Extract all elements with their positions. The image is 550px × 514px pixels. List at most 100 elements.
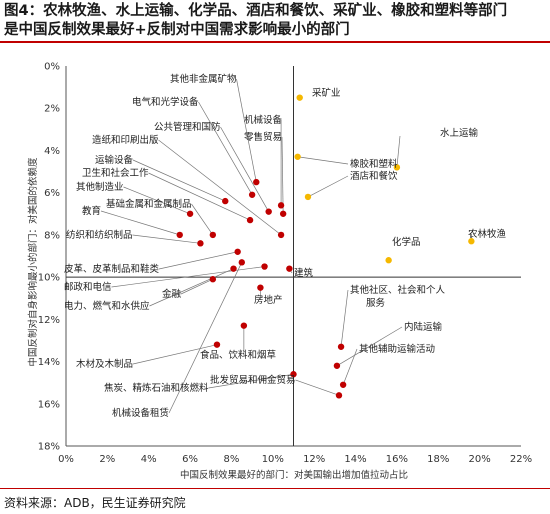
- y-tick-label: 2%: [44, 104, 60, 115]
- data-point: [186, 210, 194, 217]
- data-point: [335, 392, 343, 399]
- highlight-point: [393, 164, 401, 171]
- data-point: [286, 265, 293, 272]
- leader-line: [281, 136, 284, 214]
- chart-title: 图4：农林牧渔、水上运输、化学品、酒店和餐饮、采矿业、橡胶和塑料等部门 是中国反…: [4, 2, 546, 40]
- x-tick-label: 8%: [224, 454, 240, 465]
- leader-line: [132, 344, 218, 365]
- point-label-line-2: 服务: [366, 297, 386, 309]
- y-tick-label: 16%: [38, 399, 60, 410]
- leader-line: [158, 251, 238, 270]
- data-point: [277, 202, 285, 209]
- y-tick-label: 8%: [44, 230, 60, 241]
- x-tick-label: 2%: [99, 454, 115, 465]
- x-tick-label: 14%: [344, 454, 366, 465]
- source-rule: [0, 488, 550, 489]
- data-point: [230, 265, 237, 272]
- point-label: 运输设备: [95, 154, 134, 166]
- title-rule: [0, 41, 550, 43]
- x-tick-label: 12%: [303, 454, 325, 465]
- point-label: 零售贸易: [244, 131, 282, 143]
- axes: [65, 66, 521, 447]
- data-point: [253, 178, 260, 186]
- point-label: 采矿业: [312, 87, 341, 99]
- point-label: 其他非金属矿物: [170, 73, 237, 85]
- data-point: [176, 231, 183, 239]
- y-tick-labels: 0% 2% 4% 6% 8% 10% 12% 14% 16% 18%: [38, 62, 60, 453]
- y-tick-label: 10%: [38, 273, 60, 284]
- point-label: 电气和光学设备: [132, 96, 199, 108]
- x-tick-label: 20%: [469, 454, 491, 465]
- data-point: [339, 381, 347, 388]
- leader-line: [297, 156, 349, 165]
- leader-line: [180, 278, 213, 295]
- data-point: [333, 362, 341, 369]
- data-point: [248, 191, 256, 198]
- y-tick-label: 14%: [38, 357, 60, 368]
- leader-line: [307, 175, 349, 198]
- point-label: 机械设备: [244, 114, 283, 126]
- leader-line: [236, 78, 257, 183]
- x-tick-label: 16%: [386, 454, 408, 465]
- leader-line: [132, 234, 201, 244]
- leader-line: [396, 135, 401, 168]
- point-label: 皮革、皮革制品和鞋类: [64, 263, 160, 275]
- x-tick-label: 18%: [427, 454, 449, 465]
- point-label: 食品、饮料和烟草: [200, 349, 276, 361]
- data-point: [290, 371, 297, 378]
- title-line-2: 是中国反制效果最好+反制对中国需求影响最小的部门: [4, 22, 350, 38]
- highlight-point: [296, 94, 303, 101]
- leader-line: [342, 348, 358, 385]
- data-point: [246, 216, 254, 224]
- data-point: [265, 208, 272, 215]
- x-tick-label: 10%: [262, 454, 284, 465]
- point-label: 水上运输: [440, 127, 479, 139]
- point-label: 基础金属和金属制品: [106, 198, 192, 210]
- leader-line: [208, 373, 294, 389]
- y-axis-label: 中国反制对自身影响最小的部门：对美国的依赖度: [27, 157, 39, 367]
- data-point: [197, 240, 204, 247]
- leader-line: [149, 268, 234, 307]
- highlight-point: [294, 153, 301, 160]
- highlight-point: [468, 238, 475, 245]
- point-label: 焦炭、精炼石油和核燃料: [104, 382, 209, 394]
- data-point: [213, 341, 221, 348]
- data-point: [337, 343, 345, 350]
- title-line-1: 图4：农林牧渔、水上运输、化学品、酒店和餐饮、采矿业、橡胶和塑料等部门: [4, 3, 508, 19]
- data-point: [240, 322, 248, 329]
- data-point: [279, 210, 287, 217]
- leader-line: [111, 266, 265, 288]
- x-tick-labels: 0% 2% 4% 6% 8% 10% 12% 14% 16% 18% 20% 22%: [58, 454, 532, 465]
- y-tick-label: 6%: [44, 188, 60, 199]
- data-points: [176, 94, 475, 399]
- x-axis-label: 中国反制效果最好的部门：对美国输出增加值拉动占比: [180, 469, 408, 481]
- data-point: [222, 197, 229, 205]
- leader-lines: [100, 78, 472, 414]
- point-label: 建筑: [294, 267, 314, 279]
- point-label: 卫生和社会工作: [82, 167, 149, 179]
- x-tick-label: 22%: [510, 454, 532, 465]
- leader-line: [340, 289, 349, 347]
- data-point: [238, 259, 245, 266]
- point-label: 酒店和餐饮: [350, 170, 398, 182]
- data-point: [257, 284, 264, 291]
- leader-line: [132, 159, 226, 202]
- leader-line: [336, 326, 403, 367]
- point-label: 公共管理和国防: [154, 121, 221, 133]
- point-label: 金融: [162, 288, 182, 300]
- y-tick-label: 18%: [38, 442, 60, 453]
- y-tick-label: 12%: [38, 315, 60, 326]
- point-label: 批发贸易和佣金贸易: [210, 374, 296, 386]
- point-label: 造纸和印刷出版: [92, 134, 159, 146]
- leader-line: [198, 101, 253, 195]
- point-label: 化学品: [392, 236, 421, 248]
- data-point: [261, 263, 268, 270]
- data-point: [209, 276, 217, 283]
- leader-line: [191, 203, 214, 236]
- y-tick-label: 0%: [44, 62, 60, 73]
- point-label: 教育: [82, 205, 101, 217]
- y-tick-label: 4%: [44, 146, 60, 157]
- x-tick-label: 4%: [141, 454, 157, 465]
- point-label: 纺织和纺织制品: [66, 229, 133, 241]
